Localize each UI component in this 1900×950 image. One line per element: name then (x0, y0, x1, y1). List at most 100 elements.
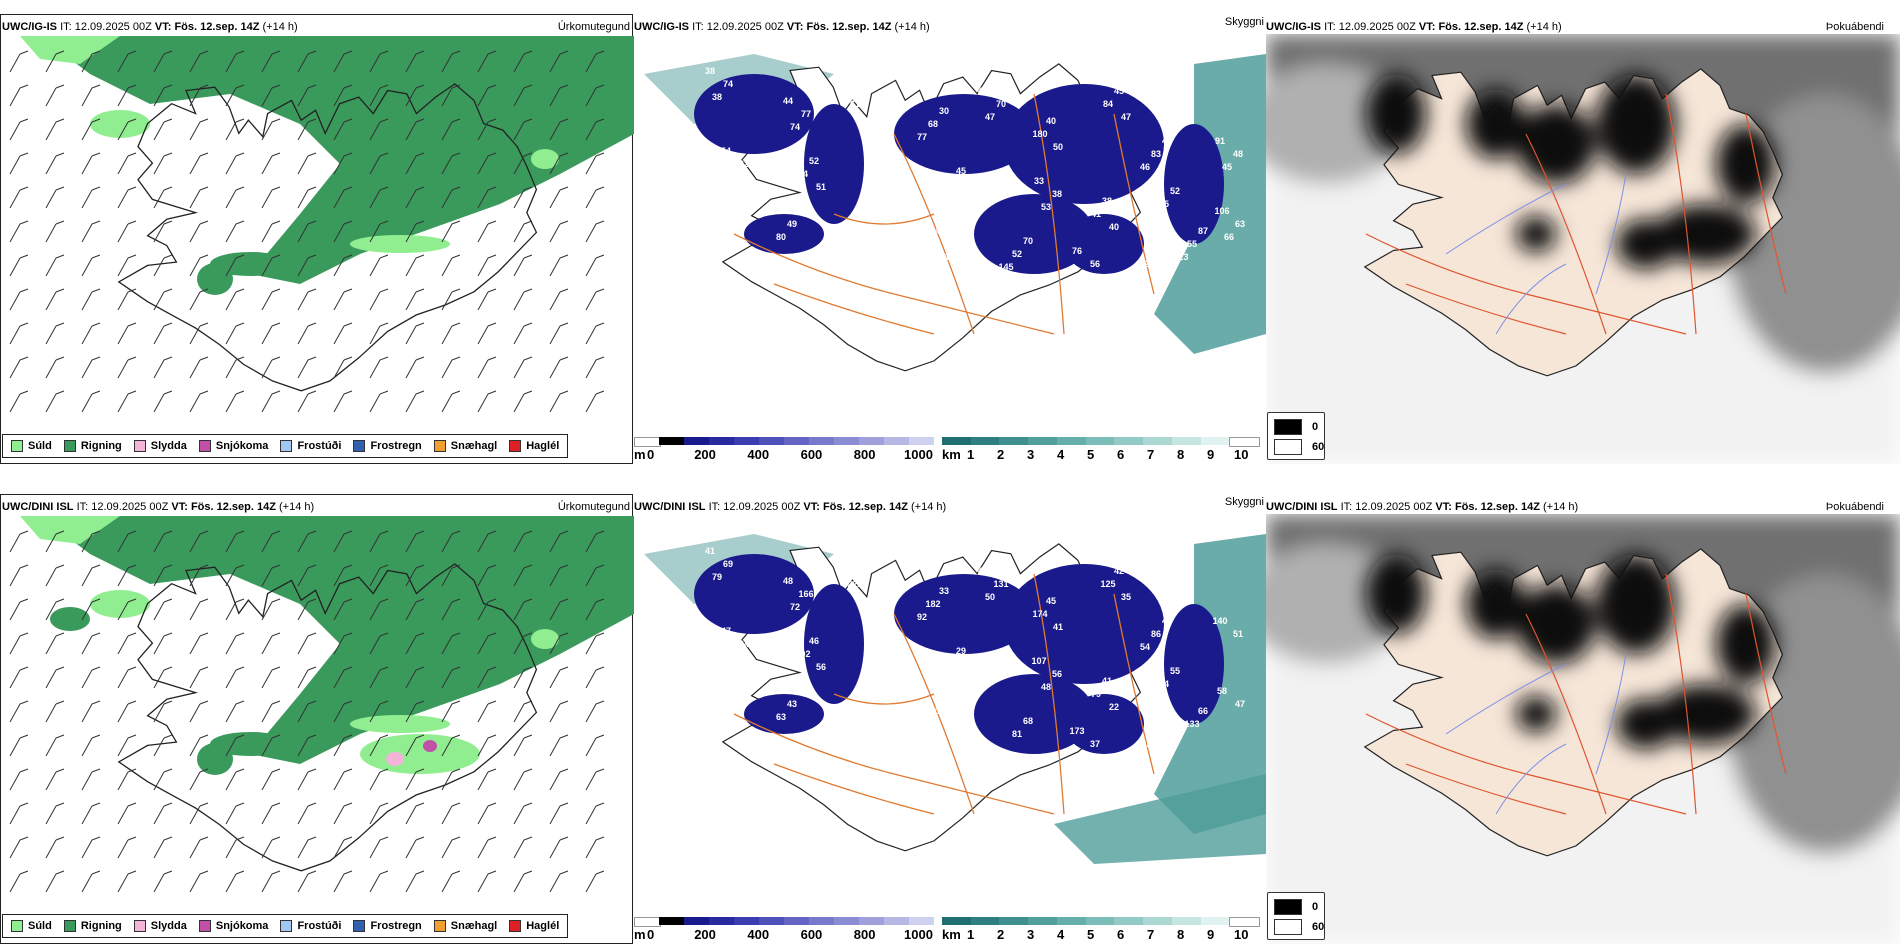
wind-barb (189, 870, 209, 893)
wind-barb (369, 564, 389, 587)
cloud-base-value: 91 (1215, 136, 1225, 146)
wind-barb (45, 118, 65, 141)
wind-barb (297, 734, 317, 757)
wind-barb (81, 632, 101, 655)
wind-barb (585, 564, 605, 587)
cloud-base-value: 30 (939, 106, 949, 116)
wind-barb (369, 288, 389, 311)
fog-index-area (1716, 604, 1776, 684)
cloud-base-map: 38 44 36 30 42 40 45 41 54 52 45 45 33 38 52 44 41 42 70 76… (644, 54, 1266, 372)
colorbar-tick: 9 (1207, 927, 1215, 942)
wind-barb (585, 802, 605, 825)
colorbar-segment (734, 917, 760, 925)
wind-barb (9, 186, 29, 209)
cloud-base-value: 70 (996, 99, 1006, 109)
cloud-base-value: 41 (1102, 676, 1112, 686)
road (1113, 593, 1155, 775)
wind-barb (441, 700, 461, 723)
wind-barb (153, 254, 173, 277)
wind-barb (153, 768, 173, 791)
cloud-base-value: 106 (1214, 206, 1229, 216)
wind-barb (117, 186, 137, 209)
cloud-base-value: 64 (798, 169, 808, 179)
wind-barb (261, 152, 281, 175)
wind-barb (9, 666, 29, 689)
cloud-base-value: 140 (1212, 616, 1227, 626)
wind-barb (117, 768, 137, 791)
legend-swatch (11, 440, 23, 452)
wind-barb (477, 220, 497, 243)
wind-barb (333, 390, 353, 413)
road-network (733, 93, 1155, 335)
rain-area (197, 263, 233, 295)
wind-barb (297, 700, 317, 723)
colorbar-tick: 1000 (904, 447, 933, 462)
cloud-base-value: 56 (1090, 259, 1100, 269)
cloud-base-value: 29 (956, 646, 966, 656)
wind-barb (441, 322, 461, 345)
legend-item: Slydda (133, 440, 187, 452)
wind-barb (225, 50, 245, 73)
cloud-base-value: 46 (1162, 616, 1172, 626)
wind-barb (45, 322, 65, 345)
wind-barb (477, 254, 497, 277)
wind-barb (369, 836, 389, 859)
cloud-base-value: 81 (1012, 729, 1022, 739)
colorbar-segment (942, 437, 972, 445)
wind-barb (441, 50, 461, 73)
wind-barb (189, 288, 209, 311)
cloud-base-value: 182 (925, 599, 940, 609)
cloud-base-value: 312 (1145, 212, 1160, 222)
wind-barb (549, 390, 569, 413)
cloud-base-value: 46 (1140, 162, 1150, 172)
wind-barb (225, 666, 245, 689)
wind-barb (225, 356, 245, 379)
wind-barb (369, 598, 389, 621)
cloud-base-value: 96 (886, 669, 896, 679)
panel-title: Úrkomutegund (557, 21, 630, 33)
road (833, 213, 935, 225)
road-network (733, 573, 1155, 815)
cloud-base-value: 65 (886, 189, 896, 199)
rain-area (50, 607, 90, 631)
wind-barb (585, 152, 605, 175)
river (1595, 173, 1627, 295)
wind-barb (297, 802, 317, 825)
cloud-base-value: 87 (1198, 226, 1208, 236)
wind-barb (297, 870, 317, 893)
wind-barb (81, 356, 101, 379)
cloud-base-value: 38 (1052, 189, 1062, 199)
colorbar-unit: km (942, 447, 961, 462)
wind-barb (153, 186, 173, 209)
legend-item: Súld (11, 920, 52, 932)
cloud-base-value: 42 (875, 682, 885, 692)
wind-barb (585, 50, 605, 73)
wind-barb (9, 564, 29, 587)
panel-header: UWC/IG-IS IT: 12.09.2025 00Z VT: Fös. 12… (2, 21, 298, 33)
colorbar-segment (634, 437, 661, 447)
cloud-base-value: 92 (917, 612, 927, 622)
cloud-base-value: 102 (795, 649, 810, 659)
colorbar-tick: 10 (1234, 447, 1249, 462)
cloud-base-value: 41 (1162, 136, 1172, 146)
legend-label: Frostúði (297, 920, 342, 932)
low-cloud-area (894, 94, 1034, 174)
low-cloud-area (694, 554, 814, 634)
panel-header: UWC/IG-IS IT: 12.09.2025 00Z VT: Fös. 12… (634, 21, 930, 33)
cloud-base-value: 40 (1046, 116, 1056, 126)
wind-barb (477, 870, 497, 893)
cloud-base-value: 166 (798, 589, 813, 599)
wind-barb (549, 700, 569, 723)
wind-barb (81, 50, 101, 73)
legend-swatch (198, 920, 211, 932)
wind-barb (9, 802, 29, 825)
wind-barb (153, 390, 173, 413)
wind-barb (81, 254, 101, 277)
cloud-base-value: 125 (1100, 579, 1115, 589)
coastline (117, 83, 538, 392)
colorbar-tick: 3 (1027, 447, 1035, 462)
wind-barb (117, 356, 137, 379)
fog-index-area (1516, 216, 1556, 252)
wind-barb (117, 666, 137, 689)
colorbar-segment (809, 917, 835, 925)
